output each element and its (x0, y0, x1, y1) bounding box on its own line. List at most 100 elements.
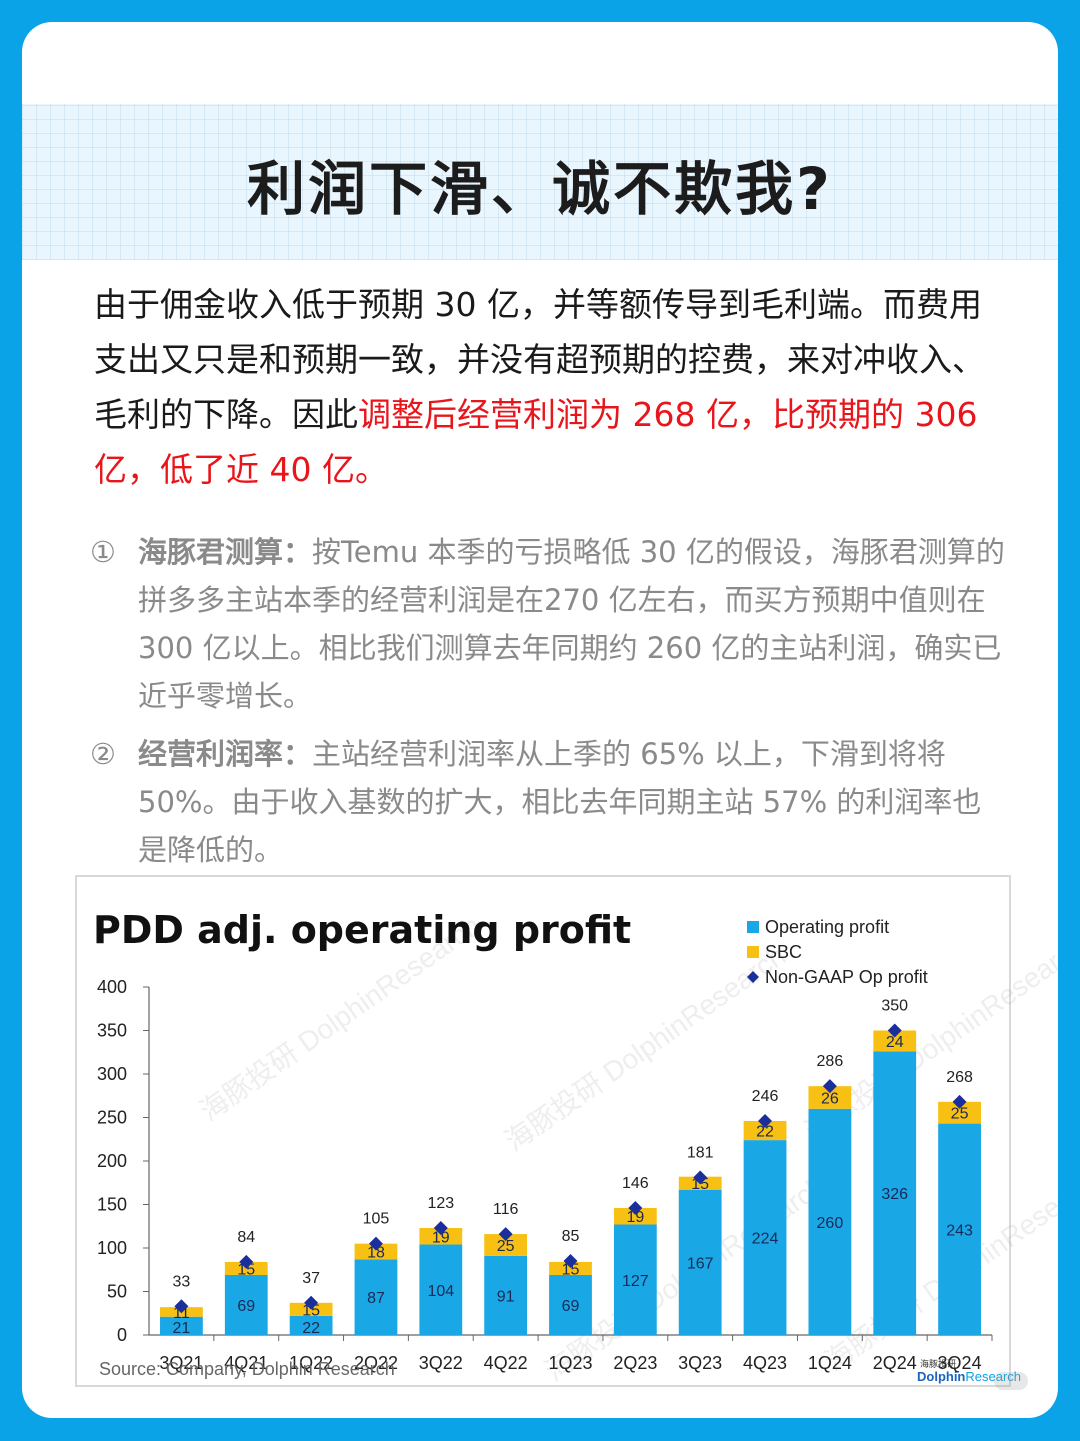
bar-operating-profit (808, 1108, 852, 1335)
note-1: ① 海豚君测算：按Temu 本季的亏损略低 30 亿的假设，海豚君测算的拼多多主… (90, 528, 1010, 720)
marker-non-gaap (563, 1254, 578, 1269)
label-sbc: 15 (302, 1302, 320, 1319)
label-non-gaap: 146 (622, 1175, 649, 1192)
label-operating-profit: 91 (497, 1288, 515, 1305)
marker-non-gaap (174, 1299, 189, 1314)
intro-text: 由于佣金收入低于预期 30 亿，并等额传导到毛利端。而费用支出又只是和预期一致，… (94, 285, 985, 434)
bar-operating-profit (419, 1244, 463, 1335)
y-tick-label: 50 (107, 1282, 127, 1302)
label-sbc: 24 (886, 1034, 904, 1051)
x-tick-label: 3Q22 (419, 1353, 463, 1373)
label-operating-profit: 260 (817, 1215, 844, 1232)
note-1-text: 按Temu 本季的亏损略低 30 亿的假设，海豚君测算的拼多多主站本季的经营利润… (138, 535, 1005, 713)
bar-operating-profit (289, 1315, 333, 1335)
x-tick-label: 2Q23 (613, 1353, 657, 1373)
label-sbc: 15 (691, 1176, 709, 1193)
label-sbc: 19 (432, 1229, 450, 1246)
label-operating-profit: 127 (622, 1273, 649, 1290)
label-non-gaap: 286 (817, 1053, 844, 1070)
label-operating-profit: 224 (752, 1231, 779, 1248)
bar-operating-profit (613, 1224, 657, 1335)
label-non-gaap: 123 (427, 1195, 454, 1212)
bar-sbc (484, 1234, 528, 1256)
x-tick-label: 4Q22 (484, 1353, 528, 1373)
note-2-marker: ② (90, 737, 116, 771)
label-sbc: 22 (756, 1124, 774, 1141)
label-operating-profit: 104 (427, 1283, 454, 1300)
bar-sbc (938, 1101, 981, 1124)
label-non-gaap: 268 (946, 1069, 973, 1086)
label-non-gaap: 84 (237, 1229, 255, 1246)
label-non-gaap: 246 (752, 1088, 779, 1105)
chart-source: Source: Company, Dolphin Research (99, 1359, 395, 1379)
intro-paragraph: 由于佣金收入低于预期 30 亿，并等额传导到毛利端。而费用支出又只是和预期一致，… (94, 277, 1004, 497)
page-title: 利润下滑、诚不欺我? (247, 155, 833, 223)
legend-label-non-gaap: Non-GAAP Op profit (765, 967, 928, 987)
y-tick-label: 350 (97, 1021, 127, 1041)
x-tick-label: 3Q21 (159, 1353, 203, 1373)
brand-cn: 海豚投研 (920, 1359, 957, 1369)
label-sbc: 18 (367, 1244, 385, 1261)
x-tick-label: 4Q21 (224, 1353, 268, 1373)
marker-non-gaap (498, 1227, 513, 1242)
x-tick-label: 3Q24 (938, 1353, 982, 1373)
label-sbc: 25 (951, 1106, 969, 1123)
marker-non-gaap (693, 1170, 708, 1185)
y-tick-label: 300 (97, 1064, 127, 1084)
marker-non-gaap (758, 1113, 773, 1128)
chart-frame: 海豚投研 DolphinResearch 海豚投研 DolphinResearc… (75, 875, 1058, 1387)
x-tick-label: 2Q22 (354, 1353, 398, 1373)
bar-operating-profit (160, 1316, 203, 1335)
chart-title: PDD adj. operating profit (93, 908, 631, 952)
operating-profit-chart: PDD adj. operating profit 0 50 100 150 200 250… (93, 908, 993, 1379)
label-operating-profit: 243 (946, 1222, 973, 1239)
x-tick-label: 4Q23 (743, 1353, 787, 1373)
y-tick-label: 100 (97, 1238, 127, 1258)
bar-operating-profit (549, 1274, 592, 1335)
bar-sbc (743, 1120, 787, 1141)
note-1-marker: ① (90, 535, 116, 569)
x-tick-label: 1Q24 (808, 1353, 852, 1373)
marker-non-gaap (304, 1295, 319, 1310)
bar-operating-profit (484, 1255, 528, 1335)
label-non-gaap: 181 (687, 1145, 714, 1162)
label-non-gaap: 350 (881, 998, 908, 1015)
label-sbc: 26 (821, 1090, 839, 1107)
note-2: ② 经营利润率：主站经营利润率从上季的 65% 以上，下滑到将将 50%。由于收… (90, 730, 1010, 874)
legend-swatch-non-gaap (747, 971, 759, 983)
bar-sbc (613, 1207, 657, 1225)
bar-operating-profit (354, 1259, 398, 1335)
bar-sbc (419, 1227, 463, 1245)
label-operating-profit: 21 (173, 1320, 191, 1337)
intro-highlight: 调整后经营利润为 268 亿，比预期的 306 亿，低了近 40 亿。 (94, 395, 978, 489)
label-non-gaap: 116 (493, 1201, 519, 1218)
label-non-gaap: 33 (173, 1273, 191, 1290)
legend-swatch-operating-profit (747, 921, 759, 933)
label-operating-profit: 22 (302, 1320, 320, 1337)
x-tick-label: 3Q23 (678, 1353, 722, 1373)
note-2-text: 主站经营利润率从上季的 65% 以上，下滑到将将 50%。由于收入基数的扩大，相… (138, 737, 982, 867)
label-sbc: 19 (626, 1209, 644, 1226)
y-tick-label: 150 (97, 1195, 127, 1215)
bar-operating-profit (873, 1051, 917, 1335)
label-sbc: 15 (562, 1261, 580, 1278)
legend-swatch-sbc (747, 946, 759, 958)
content-card: 利润下滑、诚不欺我? 由于佣金收入低于预期 30 亿，并等额传导到毛利端。而费用… (22, 22, 1058, 1418)
y-tick-label: 0 (117, 1325, 127, 1345)
label-non-gaap: 105 (363, 1211, 390, 1228)
title-band (22, 104, 1058, 260)
label-operating-profit: 69 (237, 1298, 255, 1315)
label-sbc: 15 (237, 1261, 255, 1278)
x-tick-label: 1Q23 (548, 1353, 592, 1373)
marker-non-gaap (952, 1094, 967, 1109)
bar-operating-profit (224, 1274, 268, 1335)
note-1-head: 海豚君测算： (138, 535, 313, 569)
marker-non-gaap (887, 1023, 902, 1038)
label-operating-profit: 167 (687, 1255, 714, 1272)
legend-label-operating-profit: Operating profit (765, 917, 889, 937)
label-sbc: 11 (173, 1305, 190, 1322)
label-sbc: 25 (497, 1238, 515, 1255)
marker-non-gaap (433, 1220, 448, 1235)
label-non-gaap: 37 (302, 1270, 320, 1287)
note-2-head: 经营利润率： (138, 737, 313, 771)
